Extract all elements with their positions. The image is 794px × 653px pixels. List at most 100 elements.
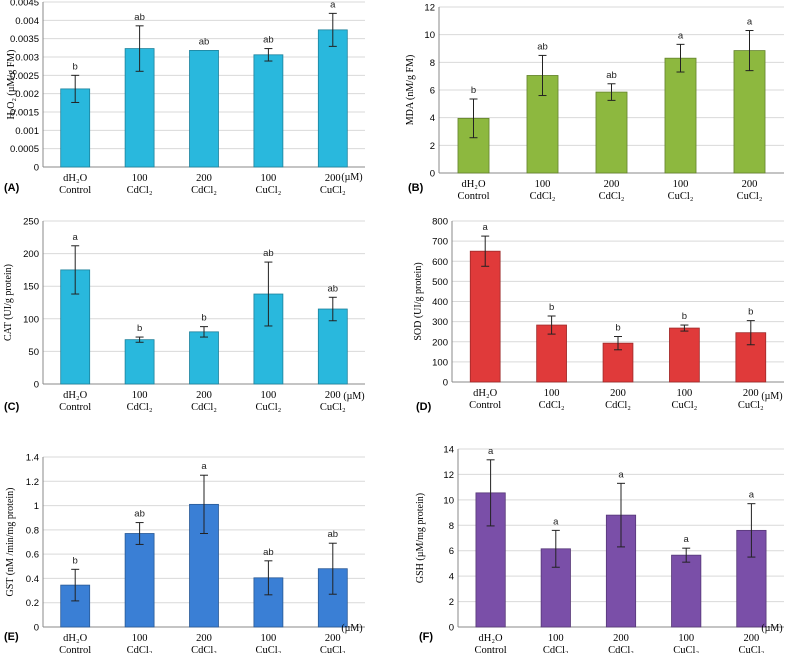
unit-label: (µM) [761,391,782,402]
significance-letter: b [748,307,753,318]
x-category-label: 100 [535,179,551,190]
significance-letter: ab [263,547,274,558]
y-axis-label: GSH (µM/mg protein) [415,493,426,583]
x-category-label: CdCl₂ [127,645,153,653]
bar-3 [595,91,628,174]
significance-letter: b [682,311,687,322]
y-axis-label: SOD (UI/g protein) [413,262,424,340]
y-tick-label: 0.004 [15,16,39,27]
x-category-label: 200 [742,179,758,190]
significance-letter: b [73,555,78,566]
x-category-label: CdCl₂ [599,191,625,202]
unit-label: (µM) [341,623,362,634]
x-category-label: CdCl₂ [127,185,153,196]
significance-letter: b [201,313,206,324]
x-category-label: dH₂O [461,179,485,190]
y-tick-label: 0.001 [15,126,39,137]
y-tick-label: 10 [424,30,435,41]
y-tick-label: 400 [432,297,448,308]
x-category-label: 200 [325,633,341,644]
y-tick-label: 150 [23,282,39,293]
x-category-label: Control [59,402,91,413]
x-category-label: CuCl₂ [255,645,281,653]
x-category-label: 200 [610,388,626,399]
y-tick-label: 0 [443,378,448,389]
x-category-label: 100 [132,173,148,184]
bar-3 [189,331,219,385]
y-tick-label: 0.2 [26,598,39,609]
x-category-label: CuCl₂ [737,191,763,202]
panel-label: (D) [416,401,432,413]
y-tick-label: 6 [430,86,435,97]
y-tick-label: 0.0015 [10,108,39,119]
significance-letter: a [553,516,559,527]
y-tick-label: 50 [28,347,39,358]
bar-4 [253,54,284,168]
bar-2 [124,339,155,385]
bar-4 [664,57,697,174]
y-tick-label: 250 [23,217,39,228]
significance-letter: a [73,232,79,243]
y-tick-label: 6 [449,546,454,557]
panel-label: (A) [4,182,20,194]
significance-letter: ab [134,509,145,520]
significance-letter: a [483,222,489,233]
x-category-label: 100 [548,633,564,644]
x-category-label: CuCl₂ [320,402,346,413]
significance-letter: a [330,0,336,10]
y-tick-label: 0.8 [26,525,39,536]
x-category-label: 200 [196,633,212,644]
y-tick-label: 100 [23,314,39,325]
x-category-label: 100 [261,633,277,644]
significance-letter: b [471,85,476,96]
bar-4 [669,327,700,383]
x-category-label: 100 [678,633,694,644]
x-category-label: Control [469,400,501,411]
x-category-label: CdCl₂ [191,185,217,196]
x-category-label: 200 [325,390,341,401]
x-category-label: CuCl₂ [671,400,697,411]
y-tick-label: 200 [23,249,39,260]
significance-letter: ab [263,35,274,46]
y-tick-label: 1.2 [26,477,39,488]
x-category-label: Control [457,191,489,202]
y-tick-label: 100 [432,357,448,368]
y-tick-label: 2 [430,141,435,152]
panel-label: (F) [419,631,433,643]
y-tick-label: 0.0025 [10,71,39,82]
x-category-label: CuCl₂ [320,185,346,196]
x-category-label: dH₂O [63,633,87,644]
x-category-label: CdCl₂ [191,402,217,413]
significance-letter: ab [328,529,339,540]
y-tick-label: 0.0045 [10,0,39,9]
y-tick-label: 0.0035 [10,34,39,45]
x-category-label: CdCl₂ [543,645,569,653]
significance-letter: a [684,534,690,545]
x-category-label: dH₂O [473,388,497,399]
significance-letter: b [73,61,78,72]
x-category-label: Control [59,185,91,196]
y-tick-label: 700 [432,237,448,248]
x-category-label: dH₂O [479,633,503,644]
bar-4 [671,554,702,628]
significance-letter: a [747,17,753,28]
y-tick-label: 500 [432,277,448,288]
y-tick-label: 0 [34,380,39,391]
significance-letter: a [678,30,684,41]
significance-letter: ab [537,41,548,52]
y-tick-label: 0.6 [26,550,39,561]
y-tick-label: 0 [430,169,435,180]
significance-letter: a [488,446,494,457]
y-tick-label: 0.4 [26,574,39,585]
x-category-label: 200 [613,633,629,644]
y-axis-label: H₂O₂ (µM/g FM) [6,50,17,120]
y-tick-label: 0.002 [15,89,39,100]
x-category-label: CdCl₂ [608,645,634,653]
y-tick-label: 1.4 [26,453,39,464]
significance-letter: b [615,323,620,334]
panel-label: (E) [4,631,19,643]
y-tick-label: 2 [449,597,454,608]
x-category-label: 200 [196,173,212,184]
